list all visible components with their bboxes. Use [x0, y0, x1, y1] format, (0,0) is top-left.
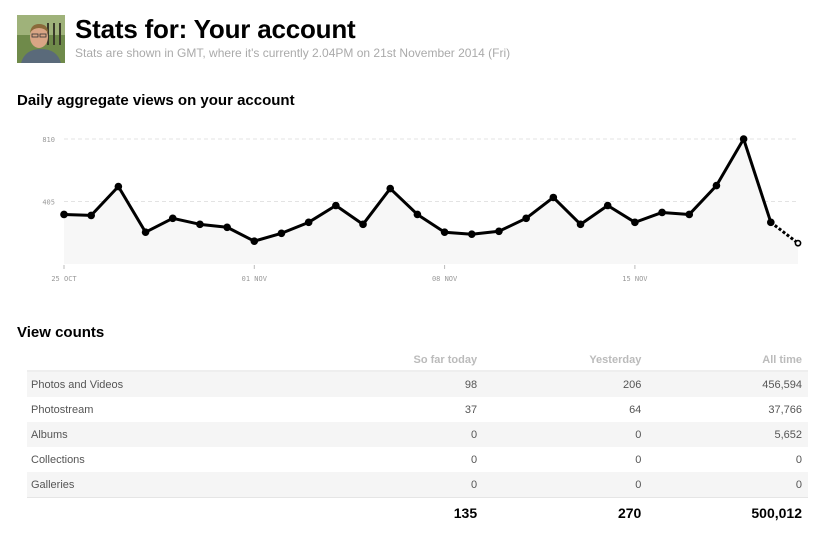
y-tick-label: 405: [42, 199, 55, 207]
data-point: [87, 211, 95, 220]
yesterday-value: 206: [483, 371, 648, 397]
chart-heading: Daily aggregate views on your account: [17, 92, 295, 109]
x-tick-label: 25 OCT: [51, 275, 77, 283]
yesterday-value: 0: [483, 422, 648, 447]
view-counts-table: So far today Yesterday All time Photos a…: [27, 350, 808, 528]
totals-row: 135 270 500,012: [27, 497, 808, 528]
data-point: [168, 214, 177, 223]
total-today: 135: [289, 497, 484, 528]
data-point: [386, 184, 395, 193]
row-label: Photos and Videos: [27, 371, 290, 397]
table-row: Albums 0 0 5,652: [27, 422, 808, 447]
data-point: [712, 181, 721, 190]
table-row: Photostream 37 64 37,766: [27, 397, 808, 422]
today-value: 0: [289, 422, 484, 447]
row-label: Collections: [31, 453, 85, 466]
data-point: [603, 201, 612, 210]
data-point: [440, 228, 449, 237]
row-label: Galleries: [27, 472, 290, 498]
x-tick-label: 15 NOV: [622, 275, 648, 283]
daily-views-chart: 405 810 25 OCT 01 NOV 08 NOV 15 NOV: [42, 135, 802, 283]
data-point: [658, 208, 666, 217]
col-header-today: So far today: [289, 350, 484, 372]
page-title: Stats for: Your account: [75, 14, 356, 44]
all-time-value: 37,766: [768, 403, 802, 416]
col-header-all-time: All time: [647, 350, 808, 372]
yesterday-value: 0: [483, 472, 648, 498]
data-point: [114, 182, 123, 191]
all-time-value: 456,594: [647, 371, 808, 397]
area-fill: [64, 139, 798, 264]
today-value: 37: [464, 403, 478, 416]
data-point: [631, 218, 639, 227]
data-point: [576, 220, 585, 229]
row-label: Albums: [27, 422, 290, 447]
today-value: 0: [470, 453, 478, 466]
y-tick-label: 810: [42, 136, 55, 144]
data-point: [794, 239, 802, 247]
col-header-yesterday: Yesterday: [483, 350, 648, 372]
view-counts-heading: View counts: [17, 324, 105, 341]
table-row: Photos and Videos 98 206 456,594: [27, 371, 808, 397]
yesterday-value: 0: [635, 453, 642, 466]
today-value: 0: [289, 472, 484, 498]
data-point: [304, 218, 313, 227]
all-time-value: 0: [647, 472, 808, 498]
col-header-label: [27, 350, 290, 372]
table-row: Collections 0 0 0: [27, 447, 808, 472]
total-yesterday: 270: [483, 497, 648, 528]
data-point: [495, 227, 503, 236]
x-tick-label: 08 NOV: [432, 275, 458, 283]
table-row: Galleries 0 0 0: [27, 472, 808, 498]
data-point: [522, 214, 530, 223]
data-point: [60, 210, 68, 219]
data-point: [196, 220, 204, 229]
data-point: [767, 218, 775, 227]
data-point: [250, 237, 259, 245]
row-label: Photostream: [31, 403, 94, 416]
data-point: [685, 210, 694, 219]
data-point: [277, 229, 286, 238]
x-tick-label: 01 NOV: [242, 275, 268, 283]
today-value: 98: [289, 371, 484, 397]
yesterday-value: 64: [629, 403, 642, 416]
data-point: [467, 230, 476, 239]
all-time-value: 0: [795, 453, 802, 466]
data-point: [223, 223, 231, 232]
partial-line: [769, 221, 799, 245]
data-point: [739, 135, 748, 143]
data-point: [332, 201, 340, 210]
data-point: [549, 193, 558, 202]
all-time-value: 5,652: [647, 422, 808, 447]
data-point: [359, 220, 367, 229]
avatar[interactable]: [17, 15, 65, 63]
totals-label: [27, 497, 290, 528]
data-point: [413, 210, 422, 219]
timezone-note: Stats are shown in GMT, where it's curre…: [75, 46, 511, 60]
total-all-time: 500,012: [647, 497, 808, 528]
data-point: [141, 228, 150, 237]
